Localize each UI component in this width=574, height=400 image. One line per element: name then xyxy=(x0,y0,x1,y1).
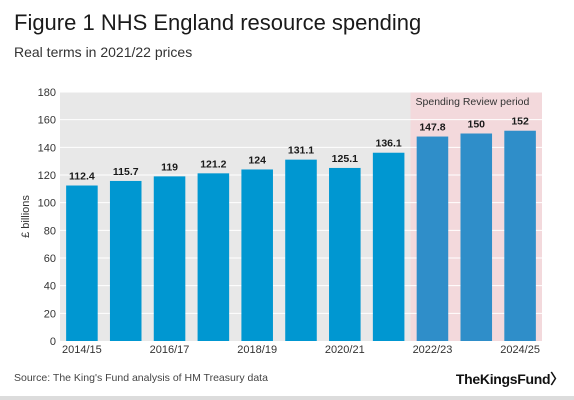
bar-value-label: 124 xyxy=(248,154,266,166)
bar xyxy=(285,159,317,341)
bar xyxy=(329,167,361,341)
logo-arrow-icon: 〉 xyxy=(550,371,564,387)
bar xyxy=(109,180,142,341)
y-tick-label: 100 xyxy=(38,198,56,210)
bar-value-label: 147.8 xyxy=(419,122,445,134)
bar xyxy=(372,152,405,341)
y-tick-label: 20 xyxy=(44,308,56,320)
bar xyxy=(416,136,449,341)
y-tick-label: 120 xyxy=(38,170,56,182)
bar-chart: 0 20 40 60 80 100 120 140 160 180 £ billions Spendi… xyxy=(20,87,542,356)
spending-review-label: Spending Review period xyxy=(416,96,530,108)
x-tick-label: 2024/25 xyxy=(500,344,540,356)
y-axis-label: £ billions xyxy=(20,195,32,238)
x-tick-label: 2018/19 xyxy=(237,344,277,356)
y-tick-label: 80 xyxy=(44,225,56,237)
bar xyxy=(153,176,186,341)
y-tick-label: 140 xyxy=(38,142,56,154)
bar-value-label: 112.4 xyxy=(69,171,95,183)
bar xyxy=(460,133,493,341)
chart-title: Figure 1 NHS England resource spending xyxy=(14,10,422,35)
y-tick-label: 160 xyxy=(38,115,56,127)
bottom-rule xyxy=(0,396,574,400)
bar-value-label: 119 xyxy=(161,161,178,173)
y-tick-label: 180 xyxy=(38,87,56,99)
source-note: Source: The King's Fund analysis of HM T… xyxy=(14,372,268,384)
x-tick-label: 2020/21 xyxy=(325,344,365,356)
x-tick-label: 2016/17 xyxy=(150,344,190,356)
bar xyxy=(66,185,98,341)
logo-text: TheKingsFund xyxy=(455,371,551,387)
bar-value-label: 121.2 xyxy=(200,158,226,170)
chart-subtitle: Real terms in 2021/22 prices xyxy=(14,44,193,60)
y-tick-label: 60 xyxy=(44,253,56,265)
y-tick-label: 0 xyxy=(50,336,56,348)
bar xyxy=(504,130,536,341)
bar-value-label: 152 xyxy=(511,116,529,128)
bar xyxy=(197,173,230,341)
bar-value-label: 131.1 xyxy=(288,145,314,157)
x-tick-label: 2014/15 xyxy=(62,344,102,356)
kings-fund-logo: TheKingsFund〉 xyxy=(456,369,564,389)
bar-value-label: 136.1 xyxy=(375,138,401,150)
bar-value-label: 150 xyxy=(468,119,486,131)
bar xyxy=(241,169,273,341)
bar-value-label: 115.7 xyxy=(113,166,139,178)
bar-value-label: 125.1 xyxy=(332,153,358,165)
y-tick-label: 40 xyxy=(44,281,56,293)
x-tick-label: 2022/23 xyxy=(413,344,453,356)
